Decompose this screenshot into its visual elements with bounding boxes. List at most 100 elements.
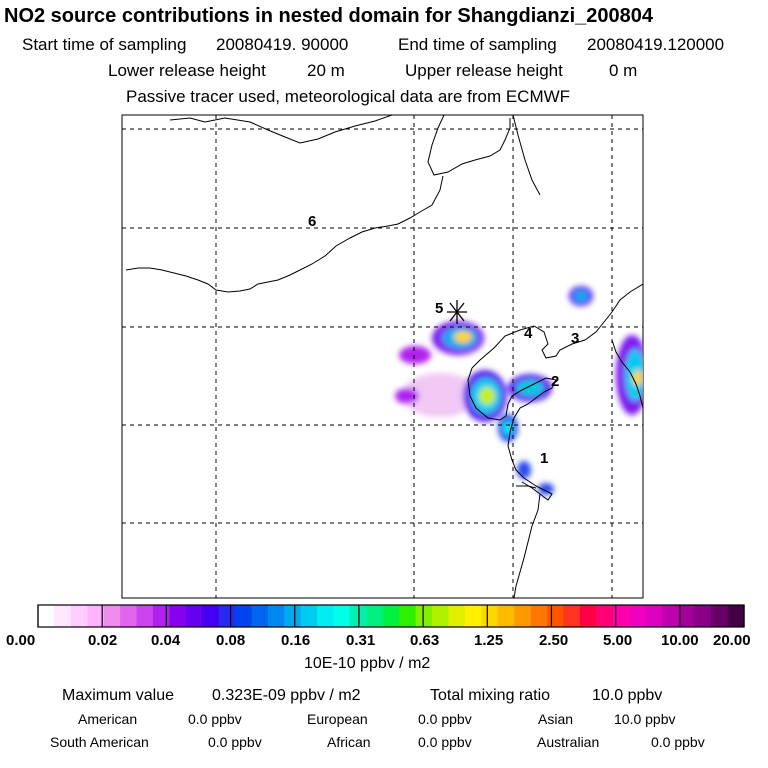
colorbar-tick-label: 5.00 [603,632,633,649]
colorbar-cell [563,605,581,627]
max-value: 0.323E-09 ppbv / m2 [212,687,361,704]
upper-height-label: Upper release height [405,61,563,80]
colorbar-cell [596,605,614,627]
colorbar-cell [103,605,121,627]
plume-haze [402,373,478,417]
lower-height-label: Lower release height [108,61,266,80]
province-border [125,175,444,293]
colorbar-cell [202,605,220,627]
colorbar-cell [464,605,482,627]
colorbar-cell [136,605,154,627]
colorbar-cell [661,605,679,627]
site-marker-2: 2 [551,373,560,390]
colorbar-tick-label: 0.04 [151,632,181,649]
colorbar-cell [530,605,548,627]
site-marker-3: 3 [571,330,580,347]
graticule [122,115,643,598]
end-time-label: End time of sampling [398,35,557,54]
colorbar-cell [87,605,105,627]
asterisk-icon [447,300,467,324]
start-time-value: 20080419. 90000 [216,35,349,54]
plume-receptor-core [454,331,472,343]
colorbar-tick-label: 0.08 [216,632,246,649]
start-time-label: Start time of sampling [22,35,187,54]
colorbar-cell [382,605,400,627]
colorbar-tick-label: 0.31 [346,632,376,649]
colorbar-cell [629,605,647,627]
colorbar-cell [54,605,72,627]
coastline-peninsula [611,339,643,409]
colorbar-tick-label: 0.02 [88,632,118,649]
colorbar-cell [235,605,253,627]
plume-west [399,346,431,364]
colorbar-cell [70,605,88,627]
colorbar-cell [448,605,466,627]
region-value: 0.0 ppbv [208,734,262,750]
region-name: American [78,711,138,727]
region-value: 0.0 ppbv [418,734,472,750]
colorbar-cell [514,605,532,627]
northern-border [169,115,393,144]
site-marker-4: 4 [524,325,533,342]
colorbar-cell [678,605,696,627]
region-name: Asian [538,711,574,727]
colorbar-cell [579,605,597,627]
colorbar-cell [317,605,335,627]
colorbar-tick-label: 2.50 [539,632,569,649]
region-name: African [327,734,371,750]
site-marker-5: 5 [435,300,444,317]
colorbar-cell [284,605,302,627]
region-value: 0.0 ppbv [651,734,705,750]
colorbar-cell [333,605,351,627]
plot-title: NO2 source contributions in nested domai… [4,5,654,27]
region-value: 0.0 ppbv [418,711,472,727]
colorbar-cell [645,605,663,627]
colorbar-cell [152,605,170,627]
site-marker-1: 1 [540,450,549,467]
lower-height-value: 20 m [307,61,345,80]
site-marker-6: 6 [308,213,317,230]
coastline-south [513,493,541,598]
border-northeast [427,115,511,176]
tracer-note: Passive tracer used, meteorological data… [126,87,571,106]
plume-north-core [574,290,588,302]
region-name: Australian [537,734,600,750]
plume-south [538,483,554,495]
coastline-spit [516,485,537,489]
max-value-label: Maximum value [62,687,175,704]
region-name: European [307,711,368,727]
coastline-bohai-north [471,283,643,369]
colorbar-cell [481,605,499,627]
region-name: South American [50,734,149,750]
colorbar-tick-label: 0.63 [410,632,440,649]
end-time-value: 20080419.120000 [587,35,725,54]
colorbar-cell [415,605,433,627]
map-frame [121,114,644,599]
colorbar-cell [694,605,712,627]
colorbar-cell [612,605,630,627]
region-value: 10.0 ppbv [614,711,676,727]
colorbar-tick-label: 0.00 [6,632,36,649]
coastline-bay [467,367,557,501]
colorbar-cell [120,605,138,627]
colorbar-tick-label: 0.16 [281,632,311,649]
total-mixing-value: 10.0 ppbv [592,687,663,704]
total-mixing-label: Total mixing ratio [430,687,551,704]
region-value: 0.0 ppbv [188,711,242,727]
colorbar-unit: 10E-10 ppbv / m2 [304,655,431,672]
plume-site2-core [516,380,544,396]
colorbar-tick-label: 20.00 [713,632,751,649]
upper-height-value: 0 m [609,61,638,80]
concentration-field [395,286,643,495]
plume-central-core [479,387,495,405]
colorbar-cell [185,605,203,627]
boundaries [125,115,643,598]
colorbar-cell [366,605,384,627]
colorbar-cell [497,605,515,627]
colorbar-cell [218,605,236,627]
plume-southwest [395,388,419,404]
colorbar-cell [432,605,450,627]
colorbar-cell [727,605,745,627]
colorbar-cell [251,605,269,627]
